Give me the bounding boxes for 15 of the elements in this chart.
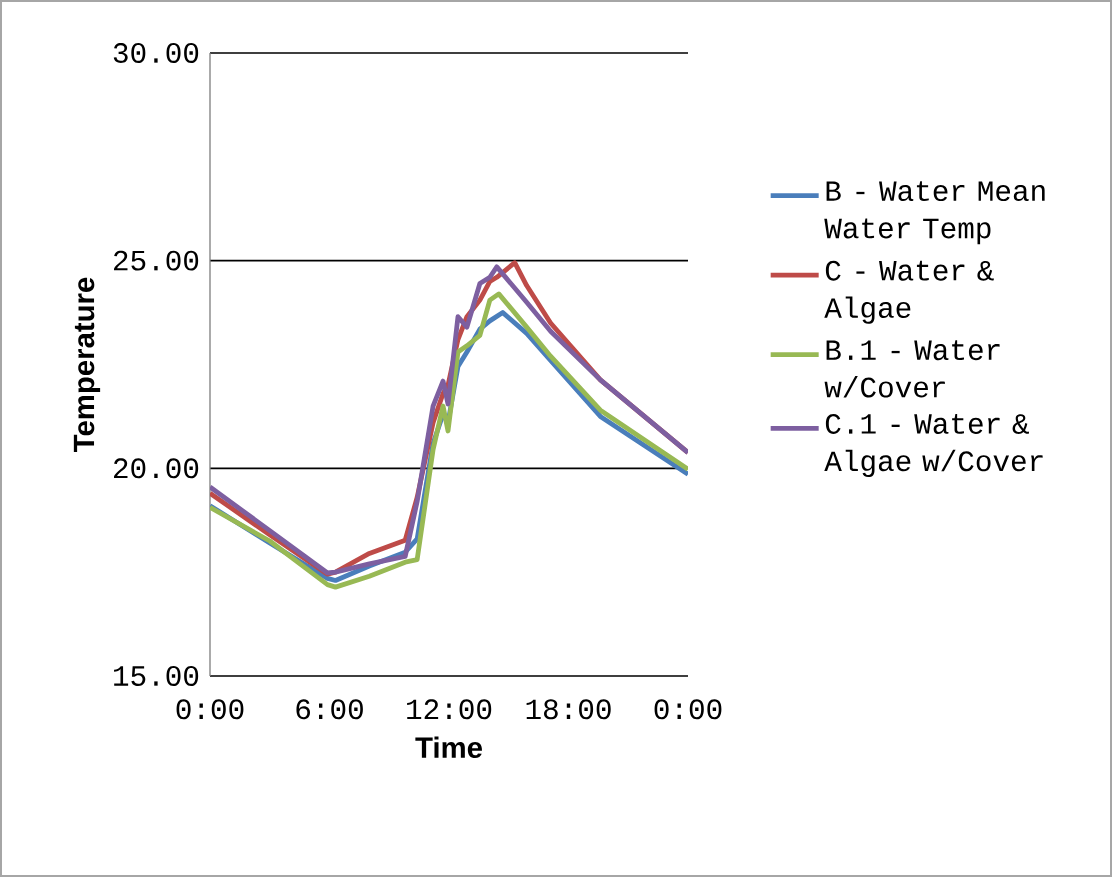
y-tick-label: 30.00 [113, 43, 199, 63]
x-tick-label: 0:00 [654, 699, 722, 720]
legend-label: C - Water & Algae [824, 260, 994, 324]
y-tick-label: 20.00 [114, 458, 199, 479]
x-axis-title: Time [415, 736, 482, 758]
legend-label: B - Water Mean Water Temp [824, 181, 1045, 245]
x-tick-label: 6:00 [296, 699, 363, 720]
y-tick-label: 25.00 [114, 250, 199, 271]
legend-label: C.1 - Water & Algae w/Cover [824, 413, 1043, 478]
x-tick-label: 18:00 [526, 699, 611, 720]
x-tick-label: 0:00 [176, 699, 244, 720]
x-tick-label: 12:00 [407, 699, 492, 720]
legend-label: B.1 - Water w/Cover [824, 340, 1000, 398]
y-axis-title: Temperature [73, 277, 101, 452]
y-tick-label: 15.00 [114, 666, 199, 686]
